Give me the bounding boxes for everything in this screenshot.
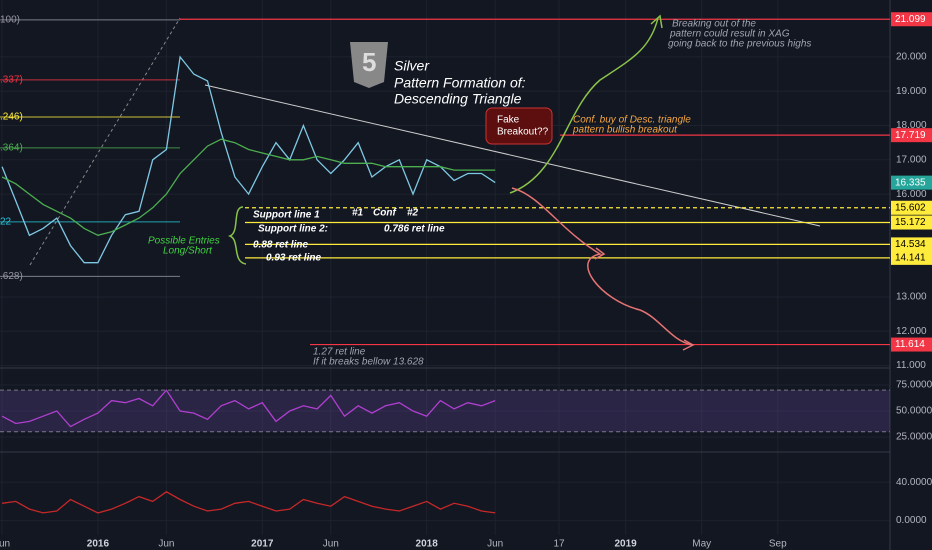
grid (0, 0, 890, 535)
y-tick-label: 50.0000 (896, 406, 932, 417)
annotation: Fake (497, 115, 520, 126)
series-line (2, 491, 496, 514)
price-label: 17.719 (895, 130, 926, 141)
y-tick-label: 0.0000 (896, 515, 927, 526)
html5-icon (350, 42, 388, 88)
x-tick-label: Sep (769, 539, 787, 550)
annotation: Descending Triangle (394, 91, 522, 107)
annotation: Support line 1 (253, 210, 320, 221)
annotation: Pattern Formation of: (394, 75, 526, 91)
x-tick-label: 2018 (416, 539, 439, 550)
x-tick-label: 2019 (615, 539, 638, 550)
x-tick-label: Jun (158, 539, 174, 550)
fib-label: .628) (0, 271, 23, 282)
annotation: If it breaks bellow 13.628 (313, 357, 424, 368)
y-tick-label: 20.000 (896, 52, 927, 63)
y-tick-label: 40.0000 (896, 477, 932, 488)
arrow-up (509, 17, 659, 194)
annotation: #2 (407, 208, 419, 219)
x-tick-label: 2016 (87, 539, 110, 550)
x-tick-label: May (692, 539, 711, 550)
annotation: Support line 2: (258, 224, 328, 235)
price-label-bg (891, 215, 932, 230)
annotation: #1 (352, 208, 364, 219)
series-line (1, 55, 496, 264)
price-label-bg (891, 337, 932, 352)
price-label: 15.602 (895, 202, 926, 213)
price-label: 14.534 (895, 239, 926, 250)
annotation: pattern could result in XAG (669, 29, 790, 40)
y-tick-label: 75.0000 (896, 380, 932, 391)
axis: Jun 2016 Jun 2017 Jun 2018 Jun 17 2019 May Sep 11.0… (0, 12, 932, 550)
fib-label: .246) (0, 112, 23, 123)
price-label-bg (891, 128, 932, 143)
price-label-bg (891, 175, 932, 190)
annotation: Breakout?? (497, 127, 549, 138)
x-tick-label: Jun (323, 539, 339, 550)
arrow-down (511, 187, 693, 346)
y-tick-label: 19.000 (896, 86, 927, 97)
fib-label: .337) (0, 75, 23, 86)
y-tick-label: 17.000 (896, 154, 927, 165)
price-label: 15.172 (895, 217, 926, 228)
annotation: 0.88 ret line (253, 240, 308, 251)
trend-line (204, 84, 821, 227)
annotation: Breaking out of the (672, 19, 756, 30)
price-label: 14.141 (895, 253, 926, 264)
arrow-head (594, 247, 695, 351)
price-label: 11.614 (895, 339, 925, 350)
price-label: 16.335 (895, 177, 926, 188)
annotation: going back to the previous highs (668, 39, 811, 50)
annotation: Conf (373, 208, 397, 219)
price-label-bg (891, 12, 932, 27)
y-tick-label: 12.000 (896, 326, 927, 337)
arrow-head (650, 14, 663, 29)
plot: 100) .337) .246) .364) 22 .628) (0, 15, 890, 514)
y-tick-label: 18.000 (896, 120, 927, 131)
x-tick-label: 17 (553, 539, 565, 550)
annotation: pattern bullish breakout (572, 125, 678, 136)
annotation: Possible Entries (148, 236, 220, 247)
annotation: 1.27 ret line (313, 347, 366, 358)
annotation: Silver (394, 58, 430, 74)
brace (227, 206, 247, 265)
price-label-bg (891, 200, 932, 215)
y-tick-label: 25.0000 (896, 432, 932, 443)
price-label: 21.099 (895, 14, 926, 25)
price-label-bg (891, 237, 932, 252)
rsi-band (0, 390, 890, 432)
annotation: Conf. buy of Desc. triangle (573, 115, 691, 126)
annotation: Long/Short (163, 246, 213, 257)
series-line (1, 138, 496, 236)
y-tick-label: 13.000 (896, 292, 927, 303)
annotation: 0.786 ret line (384, 224, 445, 235)
fib-label: .364) (0, 142, 23, 153)
y-tick-label: 11.000 (896, 360, 926, 371)
trend-line (29, 17, 181, 266)
series-line (1, 389, 496, 428)
callout (485, 107, 553, 145)
price-label-bg (891, 250, 932, 265)
y-tick-label: 16.000 (896, 189, 927, 200)
x-tick-label: Jun (487, 539, 503, 550)
fib-label: 100) (0, 15, 20, 26)
annotation: 0.93 ret line (266, 253, 321, 264)
fib-label: 22 (0, 217, 12, 228)
x-tick-label: 2017 (251, 539, 274, 550)
icon-glyph: 5 (362, 47, 376, 77)
x-tick-label: Jun (0, 539, 10, 550)
